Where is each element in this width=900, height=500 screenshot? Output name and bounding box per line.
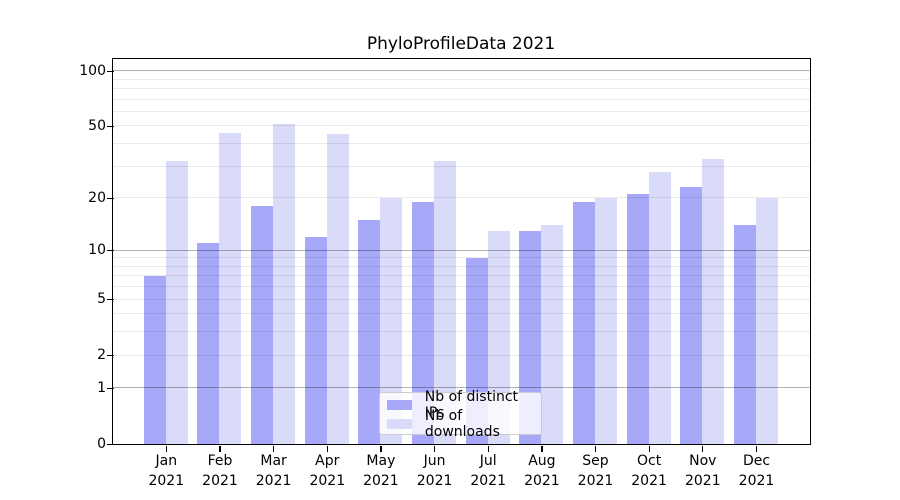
x-tick-aug-2021 <box>541 446 543 452</box>
x-tick-feb-2021 <box>219 446 221 452</box>
x-tick-label-dec-2021: Dec 2021 <box>738 453 775 489</box>
legend: Nb of distinct IPs Nb of downloads <box>379 389 542 440</box>
bar-nb-of-distinct-ips-nov-2021 <box>680 186 703 444</box>
bar-nb-of-downloads-may-2021 <box>380 197 403 444</box>
bars-layer <box>113 59 810 444</box>
bar-nb-of-distinct-ips-jan-2021 <box>143 275 166 444</box>
bar-nb-of-distinct-ips-may-2021 <box>358 219 381 444</box>
bar-nb-of-downloads-jan-2021 <box>165 161 188 444</box>
bar-nb-of-downloads-jun-2021 <box>434 161 457 444</box>
bar-nb-of-distinct-ips-aug-2021 <box>519 230 542 444</box>
y-tick-20 <box>107 197 114 199</box>
bar-nb-of-downloads-aug-2021 <box>541 224 564 444</box>
x-tick-label-mar-2021: Mar 2021 <box>255 453 292 489</box>
x-tick-dec-2021 <box>755 446 758 452</box>
x-tick-label-may-2021: May 2021 <box>363 453 399 489</box>
bar-nb-of-distinct-ips-dec-2021 <box>733 224 756 444</box>
x-tick-label-jan-2021: Jan 2021 <box>148 453 185 489</box>
y-tick-label-5: 5 <box>97 291 106 307</box>
legend-label-downloads: Nb of downloads <box>424 408 500 440</box>
bar-nb-of-distinct-ips-mar-2021 <box>251 205 274 444</box>
bar-nb-of-downloads-nov-2021 <box>702 158 725 444</box>
y-tick-label-10: 10 <box>88 242 106 258</box>
y-tick-label-0: 0 <box>97 436 106 452</box>
y-tick-label-20: 20 <box>88 189 106 206</box>
x-tick-may-2021 <box>380 446 382 452</box>
x-tick-label-apr-2021: Apr 2021 <box>309 453 346 489</box>
y-tick-label-1: 1 <box>97 379 106 396</box>
x-tick-label-nov-2021: Nov 2021 <box>684 453 721 489</box>
x-tick-label-oct-2021: Oct 2021 <box>631 453 667 489</box>
y-tick-100 <box>107 70 114 72</box>
x-tick-label-feb-2021: Feb 2021 <box>202 453 238 489</box>
x-tick-label-jul-2021: Jul 2021 <box>470 453 506 489</box>
legend-swatch-downloads <box>387 418 412 430</box>
x-tick-jan-2021 <box>165 446 167 452</box>
bar-nb-of-downloads-apr-2021 <box>326 134 349 444</box>
legend-row-distinct-ips: Nb of distinct IPs <box>380 389 541 421</box>
x-tick-nov-2021 <box>702 446 704 452</box>
x-tick-jul-2021 <box>487 446 489 452</box>
y-tick-0 <box>107 443 114 446</box>
bar-nb-of-downloads-oct-2021 <box>648 171 671 444</box>
legend-swatch-distinct-ips <box>387 399 412 411</box>
bar-nb-of-distinct-ips-jun-2021 <box>412 201 435 444</box>
y-tick-50 <box>107 125 114 128</box>
x-tick-label-jun-2021: Jun 2021 <box>416 453 453 489</box>
y-tick-10 <box>107 249 114 252</box>
y-tick-label-50: 50 <box>88 117 106 134</box>
y-tick-1 <box>107 387 114 390</box>
bar-nb-of-downloads-feb-2021 <box>219 132 242 444</box>
bar-nb-of-distinct-ips-sep-2021 <box>573 201 595 444</box>
bar-nb-of-downloads-mar-2021 <box>273 124 296 444</box>
y-tick-label-2: 2 <box>97 347 106 364</box>
plot-area <box>112 57 811 445</box>
y-tick-5 <box>107 298 114 301</box>
x-tick-label-aug-2021: Aug 2021 <box>524 453 560 489</box>
x-tick-sep-2021 <box>594 446 597 452</box>
x-tick-mar-2021 <box>273 446 275 452</box>
legend-label-distinct-ips: Nb of distinct IPs <box>424 389 519 421</box>
x-tick-oct-2021 <box>648 446 650 452</box>
bar-nb-of-downloads-jul-2021 <box>487 230 510 444</box>
y-tick-2 <box>107 355 114 357</box>
x-tick-label-sep-2021: Sep 2021 <box>577 453 614 489</box>
y-tick-label-100: 100 <box>79 62 106 79</box>
x-tick-jun-2021 <box>433 446 436 452</box>
bar-nb-of-distinct-ips-apr-2021 <box>304 236 327 444</box>
bar-nb-of-downloads-dec-2021 <box>755 197 778 444</box>
bar-nb-of-downloads-sep-2021 <box>595 197 617 444</box>
x-tick-apr-2021 <box>326 446 328 452</box>
bar-nb-of-distinct-ips-oct-2021 <box>626 193 649 444</box>
bar-nb-of-distinct-ips-feb-2021 <box>197 243 220 444</box>
chart-title: PhyloProfileData 2021 <box>366 34 556 54</box>
legend-row-downloads: Nb of downloads <box>380 408 541 440</box>
